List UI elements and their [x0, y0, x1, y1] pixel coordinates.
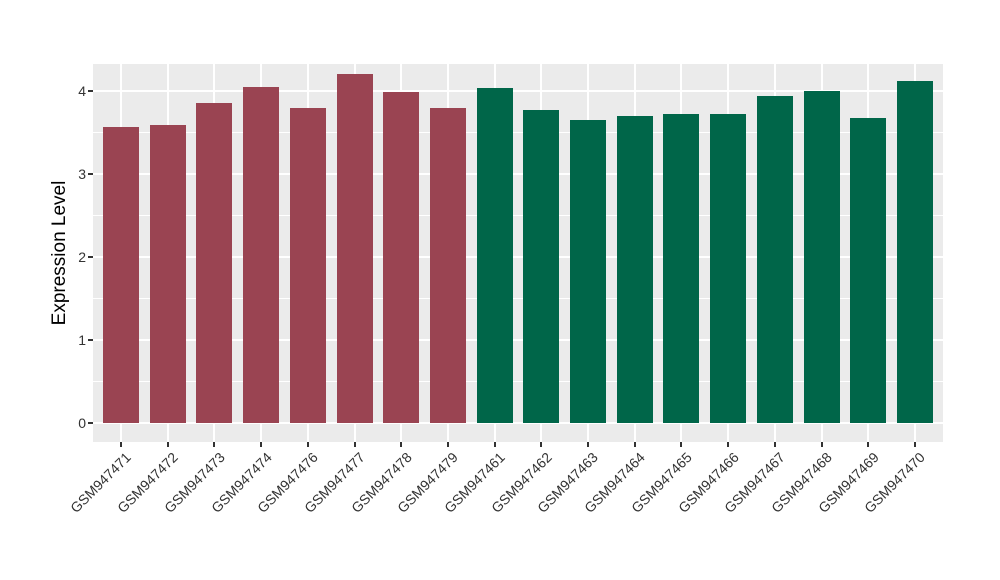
y-tick-label: 3	[78, 166, 86, 183]
y-tick-label: 2	[78, 249, 86, 266]
x-tick-mark	[680, 442, 683, 447]
gridline-minor	[93, 215, 943, 217]
x-tick-mark	[587, 442, 590, 447]
x-tick-mark	[446, 442, 449, 447]
bar-GSM947473	[196, 103, 233, 423]
bar-GSM947477	[336, 73, 373, 423]
gridline-minor	[93, 381, 943, 383]
x-tick-mark	[400, 442, 403, 447]
bar-GSM947478	[383, 92, 420, 423]
bar-GSM947479	[429, 107, 466, 423]
gridline-major	[93, 90, 943, 93]
y-tick-label: 4	[78, 83, 86, 100]
x-tick-mark	[540, 442, 543, 447]
y-tick-label: 0	[78, 415, 86, 431]
gridline-major	[93, 339, 943, 342]
x-tick-mark	[727, 442, 730, 447]
x-tick-mark	[633, 442, 636, 447]
bar-GSM947472	[149, 124, 186, 423]
y-tick-mark	[88, 422, 93, 424]
bar-GSM947471	[103, 127, 140, 423]
y-tick-mark	[88, 173, 93, 176]
bar-GSM947474	[243, 87, 280, 423]
y-tick-label: 1	[78, 332, 86, 349]
x-tick-mark	[166, 442, 169, 447]
gridline-minor	[93, 298, 943, 300]
y-tick-mark	[88, 256, 93, 259]
x-tick-mark	[260, 442, 263, 447]
y-tick-mark	[88, 339, 93, 342]
plot-panel	[93, 64, 943, 442]
x-tick-mark	[773, 442, 776, 447]
bar-GSM947468	[803, 91, 840, 423]
bar-GSM947476	[289, 107, 326, 423]
gridline-minor	[93, 132, 943, 134]
x-tick-mark	[867, 442, 870, 447]
bar-GSM947463	[570, 119, 607, 423]
x-tick-mark	[213, 442, 216, 447]
x-tick-mark	[913, 442, 916, 447]
x-tick-mark	[120, 442, 123, 447]
y-tick-mark	[88, 90, 93, 93]
gridline-major	[93, 256, 943, 259]
bar-GSM947462	[523, 109, 560, 423]
x-tick-mark	[493, 442, 496, 447]
x-tick-mark	[820, 442, 823, 447]
bar-GSM947465	[663, 113, 700, 423]
gridline-major	[93, 173, 943, 176]
x-tick-mark	[306, 442, 309, 447]
bar-GSM947467	[756, 95, 793, 423]
x-tick-mark	[353, 442, 356, 447]
bar-GSM947466	[710, 113, 747, 423]
bar-GSM947464	[616, 116, 653, 423]
bar-GSM947469	[850, 117, 887, 423]
gridline-major	[93, 422, 943, 424]
bar-GSM947470	[896, 81, 933, 423]
bar-GSM947461	[476, 88, 513, 423]
